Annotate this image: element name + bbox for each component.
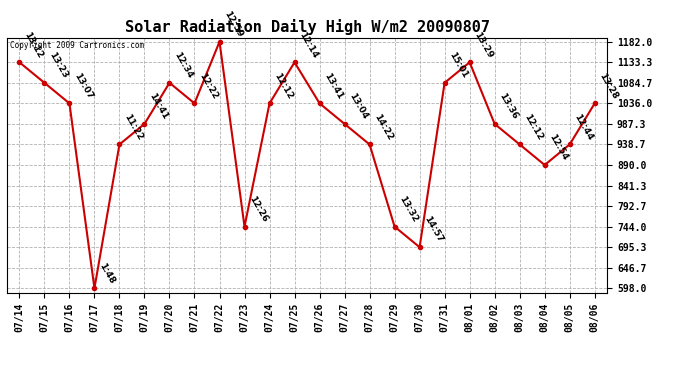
Text: 12:34: 12:34 <box>172 51 195 80</box>
Text: 12:59: 12:59 <box>222 9 244 39</box>
Text: 13:41: 13:41 <box>322 71 344 100</box>
Text: 14:57: 14:57 <box>422 215 444 244</box>
Text: 12:44: 12:44 <box>573 112 595 142</box>
Text: Copyright 2009 Cartronics.com: Copyright 2009 Cartronics.com <box>10 41 144 50</box>
Text: 14:22: 14:22 <box>373 112 395 142</box>
Text: 13:29: 13:29 <box>473 30 495 60</box>
Text: 13:23: 13:23 <box>47 51 69 80</box>
Text: 13:04: 13:04 <box>347 92 369 121</box>
Text: 13:12: 13:12 <box>22 30 44 60</box>
Text: 14:41: 14:41 <box>147 92 170 121</box>
Text: 13:36: 13:36 <box>497 92 520 121</box>
Text: 12:26: 12:26 <box>247 195 269 224</box>
Text: 12:14: 12:14 <box>297 30 319 60</box>
Text: 1:48: 1:48 <box>97 261 117 285</box>
Text: 15:01: 15:01 <box>447 51 469 80</box>
Text: 12:12: 12:12 <box>273 71 295 100</box>
Text: 12:54: 12:54 <box>547 133 570 162</box>
Text: 11:22: 11:22 <box>122 112 144 142</box>
Text: 12:12: 12:12 <box>522 112 544 142</box>
Text: 13:07: 13:07 <box>72 71 95 100</box>
Text: 13:32: 13:32 <box>397 195 420 224</box>
Title: Solar Radiation Daily High W/m2 20090807: Solar Radiation Daily High W/m2 20090807 <box>125 19 489 35</box>
Text: 12:22: 12:22 <box>197 71 219 100</box>
Text: 13:28: 13:28 <box>598 71 620 100</box>
